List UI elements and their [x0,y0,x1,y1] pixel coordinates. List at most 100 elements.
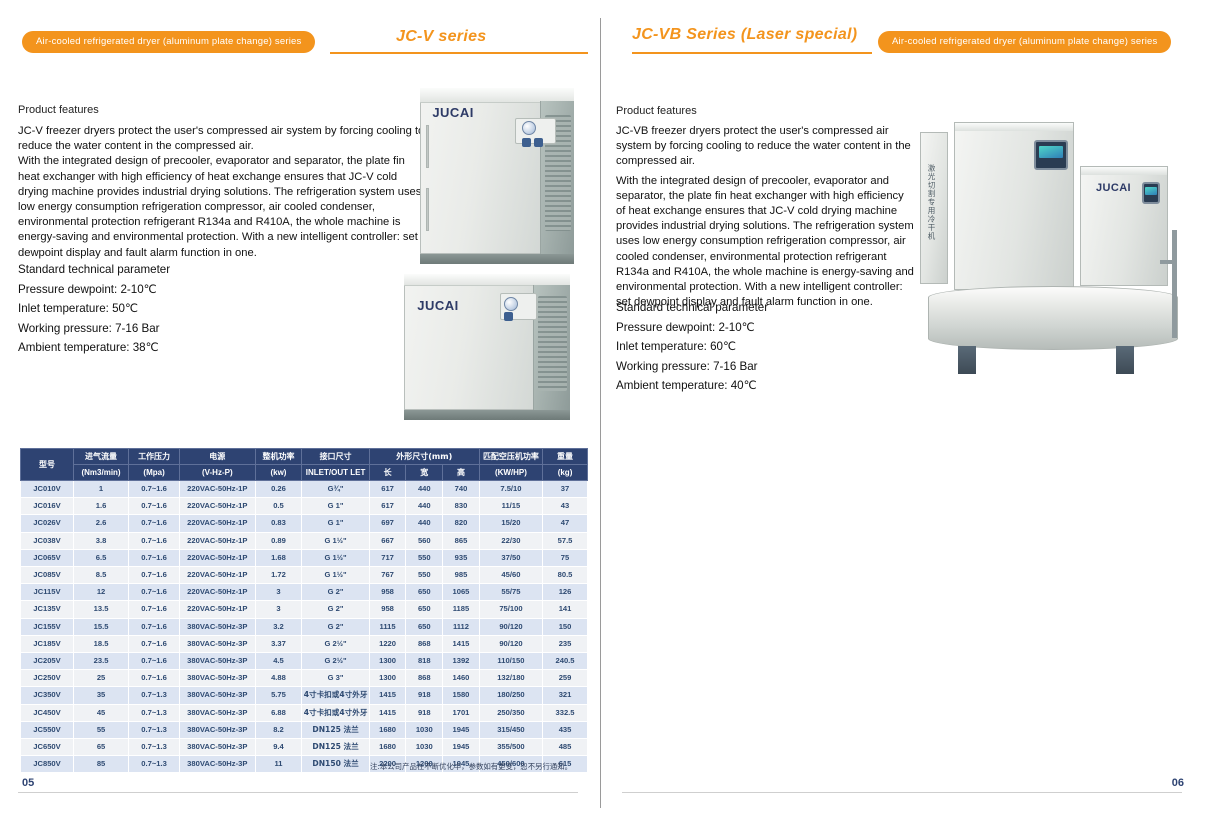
cell-value: 0.7~1.6 [128,634,181,654]
cell-value: 380VAC-50Hz-3P [179,652,256,671]
right-footer-rule [622,792,1182,793]
cell-value: 767 [368,566,407,585]
cell-value: 90/120 [478,634,544,654]
cell-model: JC016V [19,497,75,516]
cell-value: 3.37 [254,634,303,654]
cell-value: 220VAC-50Hz-1P [179,583,256,602]
cell-value: 23.5 [73,652,130,671]
right-spec-inlet-temp: Inlet temperature: 60℃ [616,340,737,353]
cell-value: 5.75 [254,686,303,705]
right-features-heading: Product features [616,105,697,117]
left-standard-parameters: Standard technical parameter Pressure de… [18,260,318,358]
cell-value: 0.7~1.6 [128,583,181,602]
cell-value: 1 [73,479,130,499]
cell-value: 250/350 [478,703,544,722]
right-spec-dewpoint: Pressure dewpoint: 2-10℃ [616,320,755,334]
cell-value: 380VAC-50Hz-3P [179,686,256,705]
cell-value: 918 [405,686,444,705]
cell-value: 4寸卡扣或4寸外牙 [301,686,370,705]
cell-value: 25 [73,669,130,688]
cell-value: 868 [405,634,444,654]
cell-value: G 1½" [301,566,370,585]
cell-value: 440 [405,497,444,516]
th-power-supply: 电源 [179,448,256,465]
cell-value: 0.7~1.6 [128,566,181,585]
cell-value: 220VAC-50Hz-1P [179,566,256,585]
cell-value: 8.2 [254,720,303,740]
cell-value: G 3" [301,669,370,688]
cell-value: 0.7~1.6 [128,669,181,688]
th-port-size-unit: INLET/OUT LET [301,464,370,481]
cell-value: 935 [442,548,480,568]
left-page: Air-cooled refrigerated dryer (aluminum … [0,0,600,817]
table-row: JC115V 12 0.7~1.6 220VAC-50Hz-1P 3 G 2" 958 650… [19,583,588,602]
cell-value: 0.7~1.6 [128,497,181,516]
cell-value: G 1½" [301,531,370,550]
cell-value: 0.83 [254,514,303,533]
th-machine-power-unit: (kw) [254,464,303,481]
cell-value: 1701 [442,703,480,722]
cell-value: 435 [542,720,588,740]
right-specs-heading: Standard technical parameter [616,301,769,314]
cell-value: 0.7~1.3 [128,755,181,774]
spread-gutter-divider [600,18,601,808]
cell-model: JC350V [19,686,75,705]
cell-model: JC026V [19,514,75,533]
left-page-number: 05 [22,777,35,789]
left-header-pill-wrap: Air-cooled refrigerated dryer (aluminum … [22,30,316,54]
cell-value: 380VAC-50Hz-3P [179,669,256,688]
cell-value: 9.4 [254,738,303,757]
table-row: JC016V 1.6 0.7~1.6 220VAC-50Hz-1P 0.5 G 1" 617… [19,497,588,516]
cell-value: 380VAC-50Hz-3P [179,720,256,740]
cell-value: 0.7~1.6 [128,617,181,636]
cell-value: G 2" [301,600,370,619]
cell-value: 0.7~1.3 [128,720,181,740]
cell-value: 15.5 [73,617,130,636]
cell-value: 18.5 [73,634,130,654]
cell-model: JC550V [19,720,75,740]
cell-value: 259 [542,669,588,688]
cell-value: 85 [73,755,130,774]
cell-value: 958 [368,600,407,619]
cell-value: 8.5 [73,566,130,585]
cell-value: 1.72 [254,566,303,585]
cell-value: 75/100 [478,600,544,619]
cell-value: 380VAC-50Hz-3P [179,755,256,774]
th-weight-unit: (kg) [542,464,588,481]
table-row: JC185V 18.5 0.7~1.6 380VAC-50Hz-3P 3.37 G 2½"… [19,634,588,654]
cell-value: 1415 [368,703,407,722]
right-header-pill-wrap: Air-cooled refrigerated dryer (aluminum … [878,30,1172,54]
cell-model: JC250V [19,669,75,688]
left-table-header-row-1: 型号 进气流量 工作压力 电源 整机功率 接口尺寸 外形尺寸(mm) 匹配空压机… [19,448,588,481]
cell-value: 3 [254,583,303,602]
cell-value: 1065 [442,583,480,602]
cell-model: JC450V [19,703,75,722]
rig-vertical-label: 激光切割专用冷干机 [927,164,936,241]
table-row: JC085V 8.5 0.7~1.6 220VAC-50Hz-1P 1.72 G 1½" 7… [19,566,588,585]
cell-value: 0.7~1.6 [128,600,181,619]
table-row: JC650V 65 0.7~1.3 380VAC-50Hz-3P 9.4 DN125 法兰… [19,738,588,757]
cell-value: 1030 [405,720,444,740]
cell-value: 1200 [405,755,444,774]
cell-value: 1030 [405,738,444,757]
cell-value: 650 [405,600,444,619]
product-image-dryer-top: JUCAI [420,88,574,264]
cell-value: 12 [73,583,130,602]
cell-value: 355/500 [478,738,544,757]
cell-model: JC065V [19,548,75,568]
cell-value: 220VAC-50Hz-1P [179,497,256,516]
cell-value: 235 [542,634,588,654]
cell-value: 1415 [368,686,407,705]
cell-value: 1945 [442,738,480,757]
cell-value: 0.89 [254,531,303,550]
cell-value: 1392 [442,652,480,671]
cell-value: 985 [442,566,480,585]
cell-value: 13.5 [73,600,130,619]
cell-value: 6.5 [73,548,130,568]
cell-value: 1.68 [254,548,303,568]
cell-value: 380VAC-50Hz-3P [179,703,256,722]
cell-value: 550 [405,566,444,585]
cell-value: 321 [542,686,588,705]
cell-value: 1945 [442,755,480,774]
left-table-head: 型号 进气流量 工作压力 电源 整机功率 接口尺寸 外形尺寸(mm) 匹配空压机… [19,448,588,481]
